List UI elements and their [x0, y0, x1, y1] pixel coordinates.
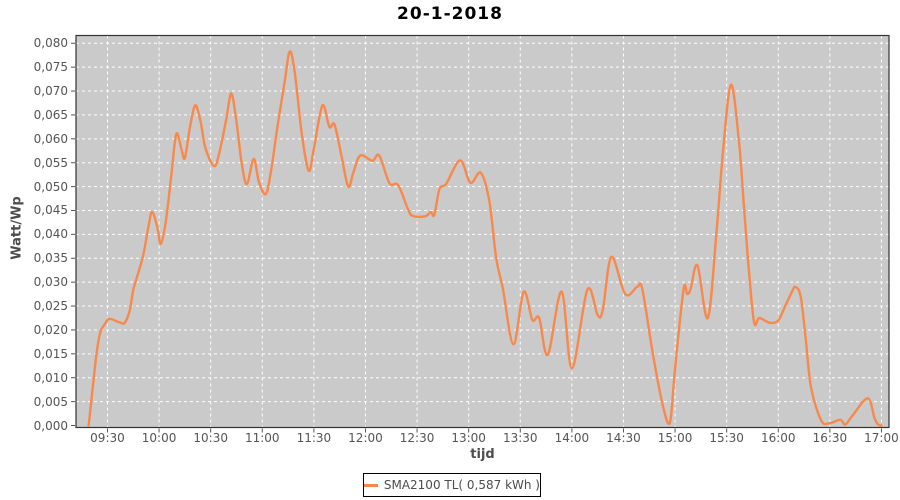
x-tick-label: 13:00: [451, 431, 486, 445]
chart-title: 20-1-2018: [397, 4, 503, 24]
y-tick-label: 0,035: [33, 251, 68, 266]
y-tick-label: 0,075: [33, 60, 68, 75]
x-tick-label: 15:30: [709, 431, 744, 445]
legend: SMA2100 TL( 0,587 kWh ): [363, 473, 541, 497]
x-tick-label: 15:00: [657, 431, 693, 445]
y-tick-label: 0,010: [33, 370, 68, 385]
y-tick-label: 0,015: [33, 346, 68, 361]
plot-border: [75, 34, 890, 429]
y-tick-label: 0,080: [33, 36, 68, 51]
y-tick-label: 0,050: [33, 179, 68, 194]
x-tick-label: 09:30: [90, 431, 125, 445]
y-tick-label: 0,070: [33, 84, 68, 99]
y-tick-label: 0,000: [33, 418, 68, 433]
plot-background: [76, 35, 889, 428]
x-tick-label: 11:30: [296, 431, 332, 445]
y-tick-label: 0,020: [33, 322, 68, 337]
y-tick-label: 0,065: [33, 107, 68, 122]
x-axis-title: tijd: [470, 447, 495, 462]
x-tick-label: 13:30: [502, 431, 538, 445]
y-tick-label: 0,040: [33, 227, 68, 242]
y-tick-label: 0,060: [33, 131, 68, 146]
x-tick-label: 12:30: [399, 431, 435, 445]
x-tick-label: 12:00: [348, 431, 383, 445]
y-tick-label: 0,025: [33, 299, 68, 314]
x-tick-label: 10:30: [193, 431, 228, 445]
x-tick-label: 10:00: [141, 431, 177, 445]
legend-line-swatch: [364, 483, 378, 487]
legend-label: SMA2100 TL( 0,587 kWh ): [383, 478, 540, 492]
x-tick-label: 11:00: [244, 431, 280, 445]
x-tick-label: 14:00: [554, 431, 590, 445]
y-tick-label: 0,030: [33, 275, 68, 290]
x-tick-label: 16:00: [760, 431, 796, 445]
axis-tick-marks: [71, 42, 882, 433]
y-tick-label: 0,045: [33, 203, 68, 218]
series-line: [87, 50, 883, 427]
x-tick-label: 17:00: [864, 431, 899, 445]
y-tick-label: 0,005: [33, 394, 68, 409]
x-tick-label: 16:30: [812, 431, 848, 445]
x-tick-label: 14:30: [606, 431, 641, 445]
y-tick-label: 0,055: [33, 155, 68, 170]
